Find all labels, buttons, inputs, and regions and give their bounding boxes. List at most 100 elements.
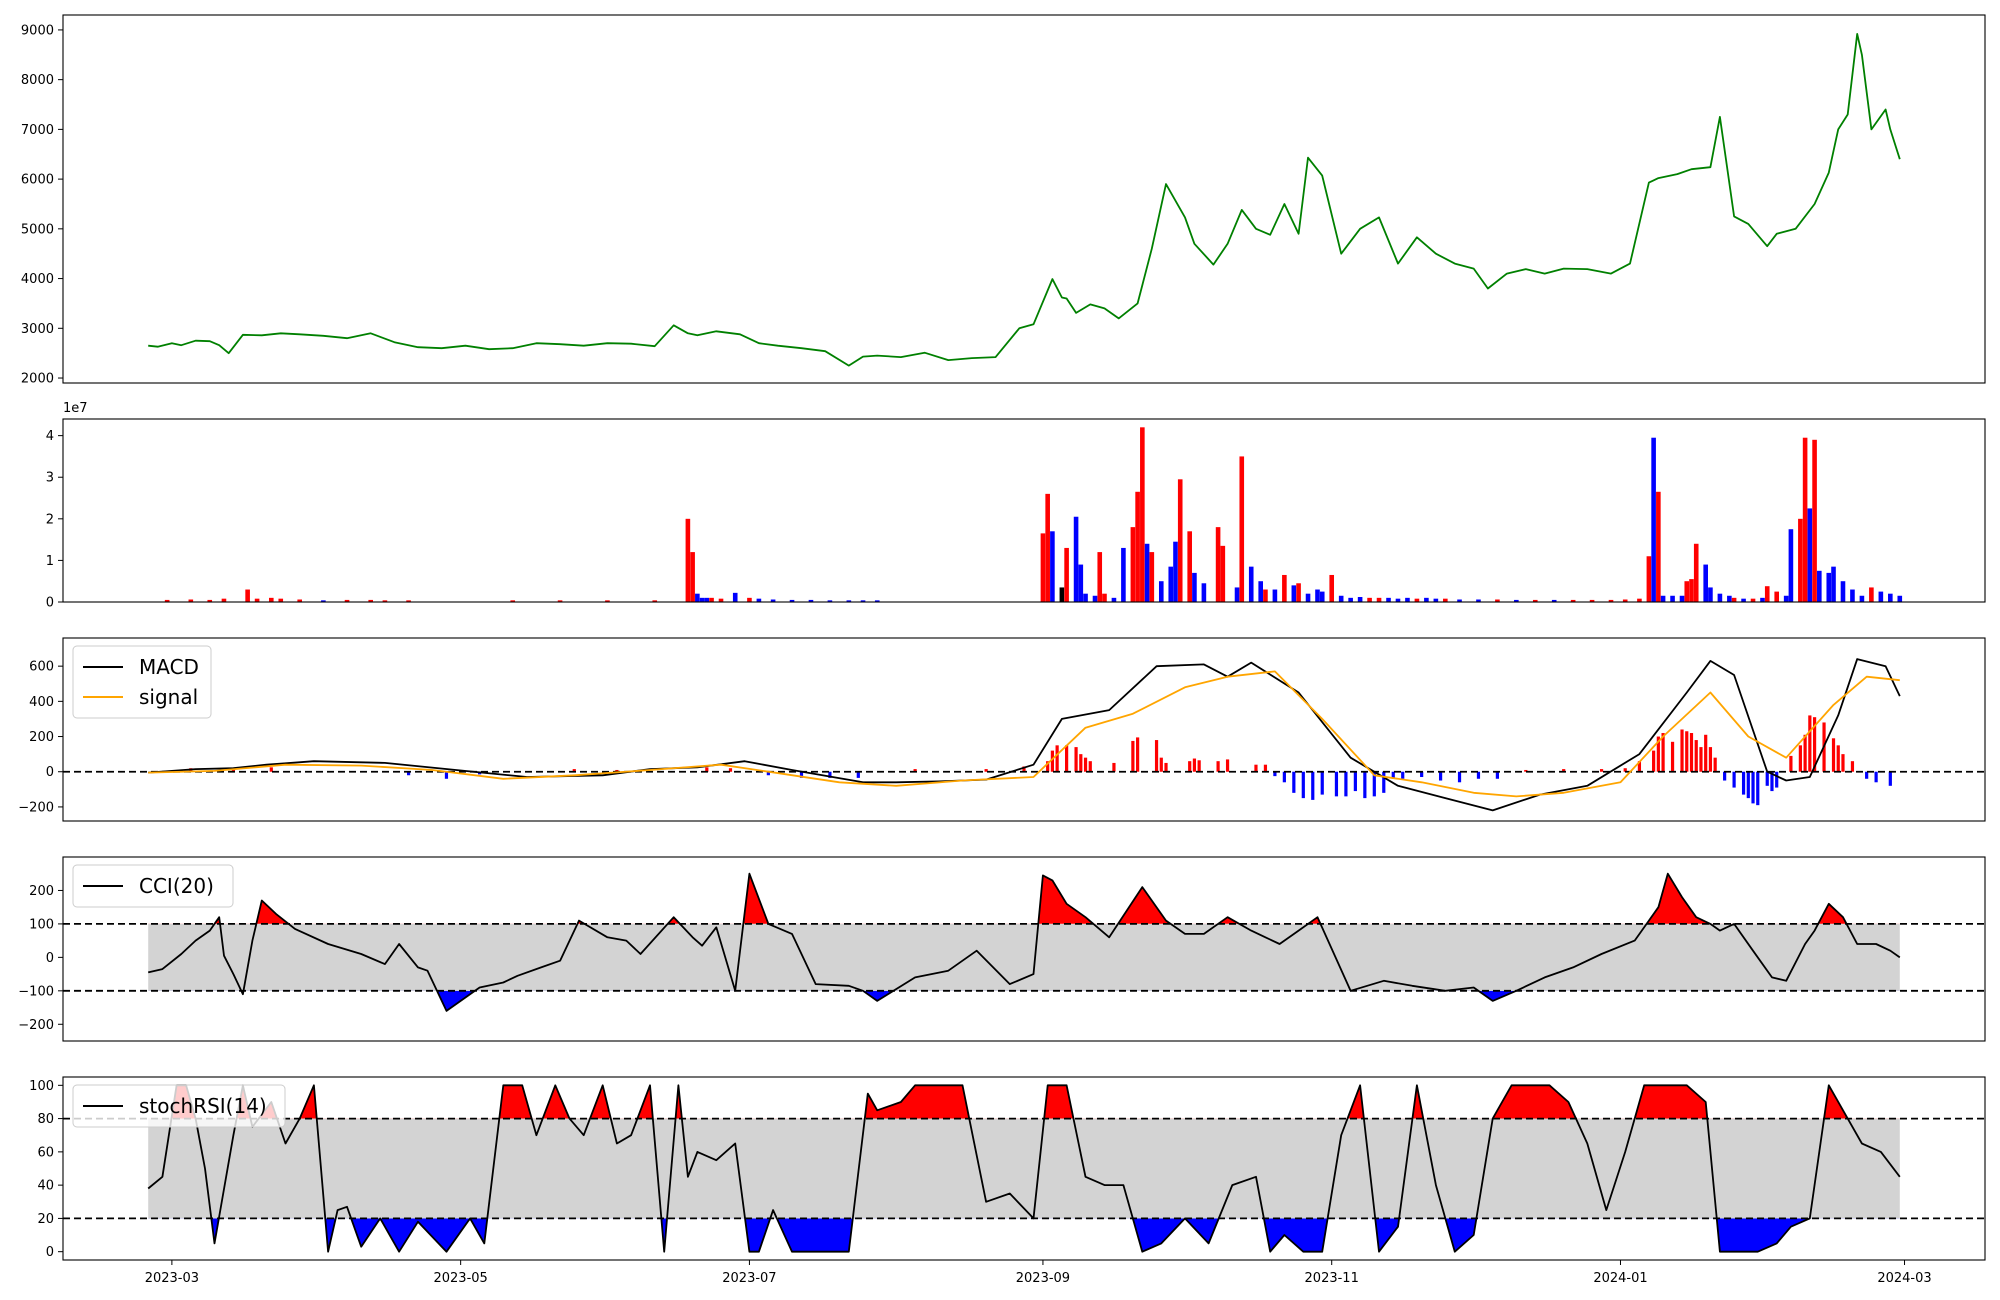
macd-ytick-label: 600 bbox=[29, 660, 54, 675]
volume-bar bbox=[221, 598, 227, 602]
macd-histogram-bar bbox=[1495, 771, 1499, 779]
macd-histogram-bar bbox=[766, 771, 770, 776]
volume-bar bbox=[1443, 598, 1448, 602]
macd-histogram-bar bbox=[1197, 760, 1201, 772]
volume-bar bbox=[207, 599, 213, 602]
volume-bar bbox=[874, 600, 880, 602]
volume-bar bbox=[1282, 574, 1287, 602]
macd-histogram-bar bbox=[1164, 762, 1168, 772]
volume-bar bbox=[1717, 593, 1723, 602]
volume-bar bbox=[1869, 587, 1874, 602]
macd-histogram-bar bbox=[1344, 771, 1348, 797]
macd-histogram-bar bbox=[1476, 771, 1481, 779]
volume-bar bbox=[268, 597, 274, 602]
volume-bar bbox=[382, 600, 388, 602]
macd-histogram-bar bbox=[1775, 771, 1779, 788]
macd-histogram-bar bbox=[1382, 771, 1386, 793]
macd-histogram-bar bbox=[1765, 771, 1769, 786]
macd-histogram-bar bbox=[1694, 740, 1698, 772]
volume-bar bbox=[1239, 456, 1245, 602]
macd-histogram-bar bbox=[1301, 771, 1305, 799]
volume-bar bbox=[1589, 599, 1595, 602]
macd-histogram-bar bbox=[828, 771, 832, 778]
volume-bar bbox=[1495, 599, 1500, 602]
volume-bar bbox=[1897, 595, 1903, 602]
stochrsi-oversold-fill bbox=[211, 1218, 1810, 1252]
macd-legend-box bbox=[72, 645, 212, 719]
cci-ytick-label: −100 bbox=[18, 984, 54, 999]
xtick-label: 2023-11 bbox=[1305, 1271, 1359, 1286]
volume-bar bbox=[1248, 566, 1254, 602]
macd-histogram-bar bbox=[1022, 766, 1026, 772]
macd-histogram-bar bbox=[1562, 769, 1566, 772]
volume-bar bbox=[1140, 427, 1145, 602]
volume-bar bbox=[1291, 585, 1297, 602]
macd-frame bbox=[62, 637, 1986, 822]
volume-bar bbox=[1660, 595, 1666, 602]
volume-bar bbox=[1338, 595, 1344, 602]
volume-bar bbox=[321, 600, 326, 602]
volume-bar bbox=[1376, 597, 1382, 602]
macd-histogram-bar bbox=[1334, 771, 1339, 797]
volume-offset-text: 1e7 bbox=[63, 401, 88, 416]
price-line-series bbox=[148, 33, 1901, 367]
macd-histogram-bar bbox=[728, 768, 733, 772]
macd-histogram-bar bbox=[1524, 769, 1528, 772]
volume-bar bbox=[1386, 597, 1391, 602]
stochrsi-ytick-label: 40 bbox=[37, 1179, 54, 1194]
volume-bar bbox=[1859, 595, 1865, 602]
macd-histogram-bar bbox=[1065, 745, 1069, 772]
volume-bar bbox=[1144, 543, 1150, 602]
volume-bar bbox=[1774, 591, 1780, 602]
volume-bar bbox=[1414, 598, 1420, 602]
macd-histogram-bar bbox=[1756, 771, 1760, 806]
macd-histogram-bar bbox=[1372, 771, 1376, 797]
xtick-label: 2024-01 bbox=[1593, 1271, 1647, 1286]
stochrsi-plot-area bbox=[63, 1084, 1985, 1253]
volume-bar bbox=[1220, 545, 1226, 602]
volume-bar bbox=[1258, 581, 1263, 602]
volume-bar bbox=[368, 599, 374, 602]
macd-histogram-bar bbox=[1888, 771, 1892, 786]
stochrsi-ytick-label: 0 bbox=[46, 1245, 54, 1260]
macd-legend-label: signal bbox=[139, 685, 198, 709]
cci-plot-area bbox=[63, 872, 1985, 1012]
macd-histogram-bar bbox=[913, 769, 917, 772]
volume-bar bbox=[732, 592, 738, 602]
price-ytick-label: 3000 bbox=[21, 322, 54, 337]
stochrsi-overbought-fill bbox=[171, 1085, 1848, 1119]
macd-histogram-bar bbox=[1131, 740, 1135, 772]
volume-bar bbox=[297, 599, 302, 602]
macd-histogram-bar bbox=[1282, 771, 1286, 783]
macd-histogram-bar bbox=[1254, 764, 1258, 772]
macd-histogram-bar bbox=[572, 769, 576, 772]
volume-bar bbox=[1646, 556, 1652, 602]
volume-bar bbox=[245, 589, 250, 602]
stochrsi-ytick-label: 20 bbox=[37, 1212, 54, 1227]
volume-bar bbox=[1097, 552, 1103, 602]
volume-bar bbox=[1731, 597, 1737, 602]
volume-bar bbox=[254, 598, 260, 602]
volume-bar bbox=[652, 600, 658, 602]
volume-bar bbox=[1177, 479, 1183, 602]
volume-bar bbox=[1764, 586, 1770, 602]
volume-bar bbox=[1802, 437, 1808, 602]
stochrsi-ytick-label: 100 bbox=[29, 1079, 54, 1094]
volume-bar bbox=[1812, 439, 1817, 602]
volume-bar bbox=[278, 598, 284, 602]
volume-bar bbox=[1783, 595, 1789, 602]
volume-ytick-label: 3 bbox=[46, 471, 54, 486]
volume-bar bbox=[1040, 533, 1046, 602]
macd-histogram-bar bbox=[1741, 771, 1746, 795]
volume-bar bbox=[1679, 595, 1685, 602]
volume-bar bbox=[1826, 572, 1832, 602]
macd-histogram-bar bbox=[1055, 745, 1059, 772]
volume-bar bbox=[1357, 597, 1363, 602]
macd-histogram-bar bbox=[1732, 771, 1736, 788]
macd-histogram-bar bbox=[1798, 745, 1802, 772]
volume-ytick-label: 4 bbox=[46, 429, 54, 444]
shared-x-axis: 2023-03 2023-05 2023-07 2023-09 2023-11 2024-… bbox=[145, 1260, 1932, 1286]
volume-bar bbox=[1651, 437, 1656, 602]
volume-bar bbox=[1367, 597, 1372, 602]
volume-bar bbox=[1570, 599, 1576, 602]
